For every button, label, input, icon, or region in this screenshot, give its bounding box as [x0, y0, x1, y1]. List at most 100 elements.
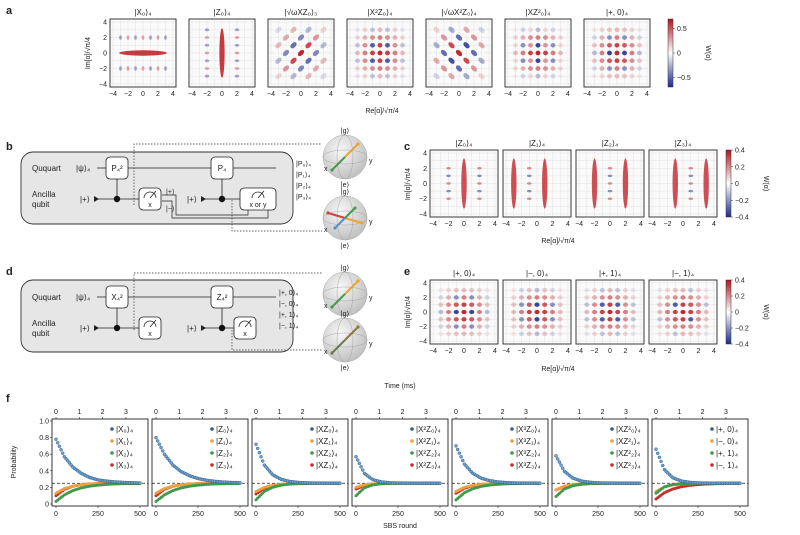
x-tick-label: −2 [518, 348, 526, 355]
equator [322, 210, 368, 226]
wigner-blob [592, 58, 597, 64]
wigner-blob [535, 73, 541, 79]
wigner-blob [204, 74, 210, 78]
gate-box [105, 156, 129, 180]
wigner-blob [528, 66, 533, 71]
wigner-blob [615, 309, 621, 315]
wigner-blob [528, 50, 533, 56]
meter-needle-icon [149, 190, 157, 199]
wigner-blob [637, 50, 642, 56]
wigner-blob [695, 324, 702, 329]
legend-marker [110, 439, 114, 443]
wigner-blob [355, 42, 360, 48]
x-tick-label: 2 [478, 348, 482, 355]
x-tick-label: 0 [608, 221, 612, 228]
wigner-blob [549, 309, 556, 315]
wigner-blob [461, 324, 467, 329]
x-tick-label: 4 [408, 91, 412, 98]
data-point [354, 454, 358, 459]
measurement-basis: x [243, 331, 247, 338]
wigner-blob [549, 295, 556, 300]
wigner-blob [703, 288, 709, 293]
data-point [461, 458, 465, 463]
state-vector-arrow [331, 156, 346, 171]
wigner-blob [476, 309, 483, 315]
wigner-blob [599, 35, 605, 40]
wigner-blob [461, 331, 467, 336]
top-tick-label: 1 [377, 409, 381, 416]
wigner-blob [622, 66, 627, 71]
x-tick-label: 0 [378, 91, 382, 98]
x-tick-label: 500 [534, 511, 546, 518]
wigner-blob [592, 42, 597, 48]
measurement-basis: x [148, 331, 152, 338]
wigner-blob [629, 73, 635, 79]
wigner-blob [557, 295, 563, 300]
wigner-blob [680, 317, 686, 322]
data-point [361, 468, 365, 472]
wigner-blob [297, 49, 305, 57]
y-tick-label: 4 [103, 20, 107, 27]
wigner-blob [657, 288, 663, 293]
dotted-connector [231, 200, 322, 232]
x-tick-label: 2 [624, 221, 628, 228]
excited-state-label: |e⟩ [341, 364, 350, 372]
data-point [655, 451, 660, 455]
x-tick-label: −4 [583, 91, 591, 98]
wigner-blob [629, 58, 635, 64]
wigner-blob [549, 324, 556, 329]
wigner-blob [275, 26, 282, 33]
wigner-blob [535, 66, 541, 71]
wigner-blob [320, 26, 327, 33]
wigner-blob [433, 57, 440, 64]
wigner-blob [204, 51, 210, 55]
state-vector-arrow [334, 217, 346, 229]
legend-marker [110, 451, 114, 455]
wigner-blob [134, 35, 137, 40]
plot-title: |Z₀⟩₄ [456, 139, 473, 148]
wigner-blob [355, 35, 360, 40]
wigner-blob [664, 288, 671, 293]
wigner-blob [370, 66, 375, 71]
wigner-blob [526, 317, 532, 322]
wigner-blob [688, 288, 694, 293]
x-tick-label: 0 [681, 221, 685, 228]
wigner-blob [377, 50, 383, 56]
x-tick-label: −2 [282, 91, 290, 98]
x-tick-label: 4 [645, 91, 649, 98]
wigner-blob [672, 331, 678, 336]
wigner-blob [703, 331, 709, 336]
top-tick-label: 0 [454, 409, 458, 416]
colorbar-tick-label: 0.2 [735, 164, 745, 171]
wigner-blob [592, 35, 597, 40]
wigner-blob [275, 73, 282, 80]
legend-entry: |X²Z₀⟩₄ [416, 425, 441, 434]
output-state-label: |−, 0⟩₄ [279, 300, 298, 308]
wigner-blob [362, 58, 368, 64]
legend-marker [110, 427, 114, 431]
colorbar-tick-label: −0.4 [735, 215, 749, 222]
x-axis-label: Re[α]/√π/4 [541, 365, 574, 373]
top-tick-label: 1 [177, 409, 181, 416]
classical-wire [162, 200, 269, 219]
wigner-blob [164, 66, 167, 71]
wigner-blob [511, 331, 517, 336]
wigner-blob [599, 50, 605, 56]
ground-state-label: |g⟩ [341, 264, 350, 272]
plot-border [502, 279, 572, 345]
top-tick-label: 3 [624, 409, 628, 416]
colorbar-tick-label: 0.4 [735, 148, 745, 155]
wigner-blob [204, 43, 210, 47]
x-tick-label: 250 [392, 511, 404, 518]
x-tick-label: −2 [203, 91, 211, 98]
arrow-head [330, 305, 334, 309]
ancilla-label: Ancilla [32, 190, 56, 199]
probability-plot [251, 417, 349, 508]
wigner-blob [438, 324, 444, 329]
circuit-box [20, 279, 294, 353]
wigner-blob [591, 295, 598, 300]
wigner-blob [438, 309, 444, 315]
panel-label-a: a [6, 5, 13, 17]
wigner-blob [433, 26, 440, 33]
wigner-blob [470, 34, 478, 41]
